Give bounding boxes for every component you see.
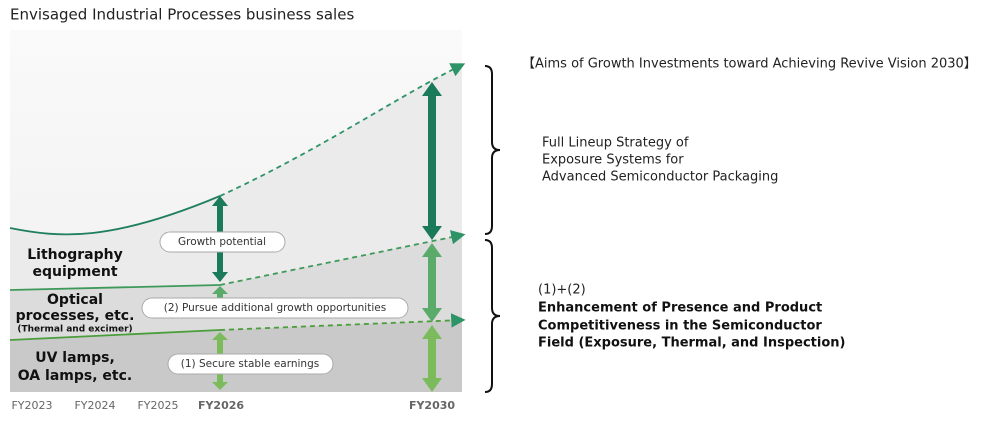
title: Envisaged Industrial Processes business …: [10, 6, 354, 24]
segment-label: OA lamps, etc.: [18, 368, 132, 384]
aims-text: Advanced Semiconductor Packaging: [542, 170, 778, 185]
pill-text: (2) Pursue additional growth opportuniti…: [164, 302, 386, 314]
aims-text: Competitiveness in the Semiconductor: [538, 319, 822, 334]
x-label: FY2030: [409, 399, 455, 412]
pill: [167, 353, 334, 375]
aims-text: (1)+(2): [538, 283, 586, 298]
pill: [141, 297, 409, 319]
braces: [484, 65, 501, 393]
segment-label: UV lamps,: [35, 350, 115, 366]
segment-label: Optical: [47, 292, 103, 308]
aims-text: Field (Exposure, Thermal, and Inspection…: [538, 336, 845, 351]
segment-note: (Thermal and excimer): [17, 325, 132, 335]
aims-text: Exposure Systems for: [542, 153, 684, 168]
x-label: FY2025: [137, 399, 178, 412]
aims-heading: 【Aims of Growth Investments toward Achie…: [522, 57, 977, 72]
aims-text: Full Lineup Strategy of: [542, 136, 689, 151]
aims-text: Enhancement of Presence and Product: [538, 301, 822, 316]
pill: [159, 231, 286, 253]
pill-text: Growth potential: [178, 236, 266, 248]
pill-text: (1) Secure stable earnings: [181, 358, 319, 370]
lines: [9, 63, 466, 341]
x-label: FY2024: [74, 399, 115, 412]
segment-label: equipment: [32, 264, 117, 280]
x-label: FY2023: [11, 399, 52, 412]
x-label: FY2026: [198, 399, 244, 412]
segment-label: processes, etc.: [16, 308, 135, 324]
segment-label: Lithography: [27, 247, 122, 263]
